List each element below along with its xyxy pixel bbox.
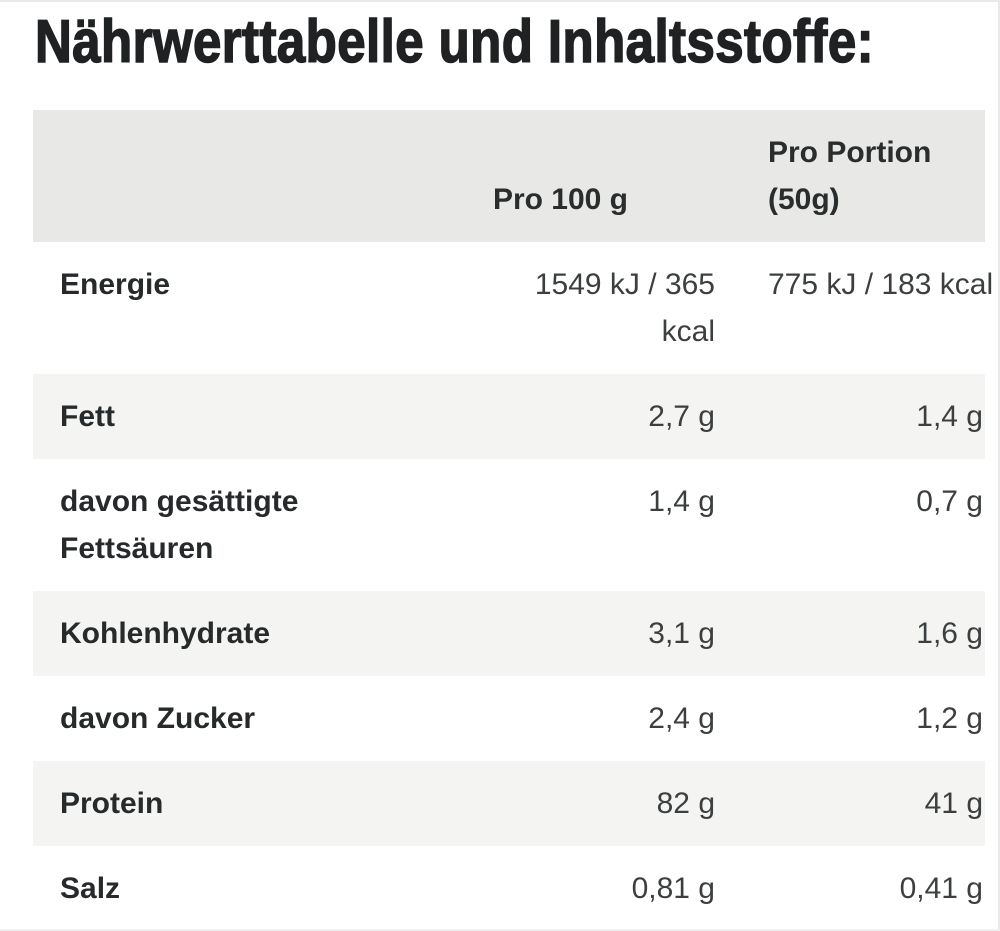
value-per-100g: 0,81 g: [631, 872, 715, 905]
table-row: Salz 0,81 g 0,41 g: [33, 846, 985, 931]
value-per-100g: 3,1 g: [648, 617, 715, 650]
table-row: Protein 82 g 41 g: [33, 761, 985, 846]
nutrient-label: Fett: [60, 400, 115, 433]
image-edge-top: [0, 0, 1000, 2]
header-per-100g: Pro 100 g: [492, 183, 628, 216]
value-per-100g: 1549 kJ / 365 kcal: [534, 268, 715, 348]
value-per-portion: 1,6 g: [916, 617, 983, 650]
value-per-portion: 1,2 g: [916, 702, 983, 735]
value-per-portion: 1,4 g: [916, 400, 983, 433]
nutrient-label: Protein: [60, 787, 164, 820]
image-edge-bottom: [0, 929, 1000, 931]
value-per-portion: 41 g: [924, 787, 983, 820]
nutrient-label: Energie: [60, 268, 171, 301]
value-per-100g: 1,4 g: [648, 485, 715, 518]
nutrition-table: Pro 100 g Pro Portion (50g) Energie 1549 …: [33, 110, 994, 931]
table-row: Kohlenhydrate 3,1 g 1,6 g: [33, 591, 985, 676]
table-body: Energie 1549 kJ / 365 kcal 775 kJ / 183 kc…: [33, 242, 994, 931]
table-row: Energie 1549 kJ / 365 kcal 775 kJ / 183 kc…: [33, 242, 994, 374]
image-edge-right: [998, 0, 1000, 931]
nutrient-label: Salz: [60, 872, 121, 905]
header-per-portion: Pro Portion (50g): [768, 136, 932, 216]
table-header-row: Pro 100 g Pro Portion (50g): [33, 110, 985, 242]
table-row: davon Zucker 2,4 g 1,2 g: [33, 676, 985, 761]
value-per-100g: 2,7 g: [648, 400, 715, 433]
value-per-portion: 0,7 g: [916, 485, 983, 518]
nutrient-label: Kohlenhydrate: [60, 617, 271, 650]
value-per-portion: 775 kJ / 183 kcal: [768, 268, 994, 301]
nutrient-label: davon Zucker: [60, 702, 256, 735]
table-row: davon gesättigte Fettsäuren 1,4 g 0,7 g: [33, 459, 985, 591]
value-per-portion: 0,41 g: [899, 872, 983, 905]
nutrient-label: davon gesättigte Fettsäuren: [60, 485, 299, 565]
value-per-100g: 82 g: [656, 787, 715, 820]
value-per-100g: 2,4 g: [648, 702, 715, 735]
page-title: Nährwerttabelle und Inhaltsstoffe:: [34, 7, 875, 76]
table-row: Fett 2,7 g 1,4 g: [33, 374, 985, 459]
